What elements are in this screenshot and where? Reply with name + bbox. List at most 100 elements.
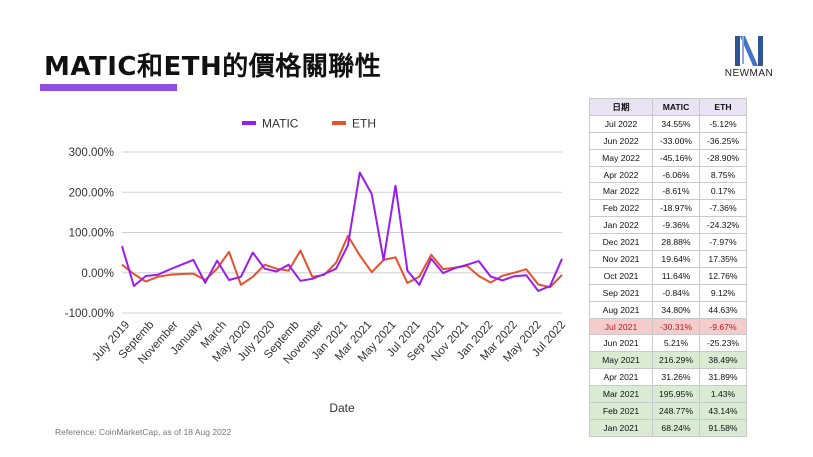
cell-matic: 5.21%: [652, 334, 700, 353]
header-eth: ETH: [699, 98, 747, 116]
cell-eth: 17.35%: [699, 250, 747, 268]
cell-eth: 1.43%: [699, 385, 747, 404]
table-row: Jul 2021 -30.31% -9.67%: [589, 317, 747, 336]
cell-period: Jul 2021: [589, 317, 653, 336]
correlation-line-chart: 300.00% 200.00% 100.00% 0.00% -100.00% July …: [65, 117, 568, 416]
table-row: Feb 2021 248.77% 43.14%: [589, 402, 747, 420]
cell-matic: -6.06%: [652, 165, 700, 184]
series-line-matic: [121, 171, 563, 292]
cell-matic: -9.36%: [652, 216, 700, 235]
y-tick-label: 100.00%: [69, 228, 114, 240]
chart-legend: MATIC ETH: [242, 117, 376, 131]
cell-matic: 248.77%: [652, 402, 700, 420]
table-row: Jun 2021 5.21% -25.23%: [589, 334, 747, 353]
x-axis-label: Date: [329, 401, 355, 415]
title-underline: [40, 84, 177, 91]
cell-matic: 31.26%: [652, 368, 700, 387]
cell-matic: -0.84%: [652, 283, 700, 302]
cell-period: Sep 2021: [589, 283, 653, 302]
header-date: 日期: [589, 98, 653, 116]
cell-matic: -33.00%: [652, 131, 700, 150]
cell-period: Jul 2022: [589, 114, 653, 133]
legend-label-matic: MATIC: [262, 117, 299, 131]
cell-eth: -5.12%: [699, 114, 747, 133]
cell-period: Dec 2021: [589, 233, 653, 252]
table-row: Oct 2021 11.64% 12.76%: [589, 266, 747, 285]
legend-swatch-matic: [242, 121, 256, 125]
table-row: Jan 2021 68.24% 91.58%: [589, 418, 747, 437]
table-row: Mar 2021 195.95% 1.43%: [589, 385, 747, 404]
cell-eth: 9.12%: [699, 283, 747, 302]
table-row: Sep 2021 -0.84% 9.12%: [589, 283, 747, 302]
cell-eth: 8.75%: [699, 165, 747, 184]
y-axis-tick-labels: 300.00% 200.00% 100.00% 0.00% -100.00%: [65, 147, 114, 320]
header-matic: MATIC: [652, 98, 700, 116]
legend-label-eth: ETH: [352, 117, 376, 131]
cell-eth: -7.97%: [699, 233, 747, 252]
cell-matic: 34.80%: [652, 300, 700, 319]
cell-matic: 68.24%: [652, 418, 700, 437]
monthly-returns-table: 日期 MATIC ETH Jul 2022 34.55% -5.12% Jun 202…: [589, 98, 747, 437]
cell-eth: 44.63%: [699, 300, 747, 319]
table-row: Apr 2022 -6.06% 8.75%: [589, 165, 747, 184]
cell-period: Mar 2021: [589, 385, 653, 404]
table-row: Mar 2022 -8.61% 0.17%: [589, 182, 747, 201]
cell-period: Jan 2021: [589, 418, 653, 437]
newman-logo: NEWMAN: [718, 34, 780, 84]
cell-matic: 34.55%: [652, 114, 700, 133]
series-line-eth: [121, 234, 563, 289]
cell-matic: 195.95%: [652, 385, 700, 404]
cell-eth: 38.49%: [699, 351, 747, 370]
cell-matic: 28.88%: [652, 233, 700, 252]
cell-period: May 2021: [589, 351, 653, 370]
reference-note: Reference: CoinMarketCap, as of 18 Aug 2…: [55, 427, 232, 437]
cell-period: Jun 2022: [589, 131, 653, 150]
cell-period: Jun 2021: [589, 334, 653, 353]
cell-period: Apr 2021: [589, 368, 653, 387]
y-tick-label: 200.00%: [69, 187, 114, 199]
table-row: May 2022 -45.16% -28.90%: [589, 148, 747, 167]
y-tick-label: 0.00%: [81, 268, 114, 280]
cell-matic: 19.64%: [652, 250, 700, 268]
table-row: Jan 2022 -9.36% -24.32%: [589, 216, 747, 235]
table-row: Nov 2021 19.64% 17.35%: [589, 250, 747, 268]
table-row: Feb 2022 -18.97% -7.36%: [589, 199, 747, 218]
cell-eth: -24.32%: [699, 216, 747, 235]
table-row: Jun 2022 -33.00% -36.25%: [589, 131, 747, 150]
cell-period: Jan 2022: [589, 216, 653, 235]
cell-period: Nov 2021: [589, 250, 653, 268]
cell-period: Apr 2022: [589, 165, 653, 184]
cell-eth: -7.36%: [699, 199, 747, 218]
newman-logo-icon: [735, 36, 763, 66]
page-title: MATIC和ETH的價格關聯性: [44, 52, 382, 82]
cell-matic: 11.64%: [652, 266, 700, 285]
cell-eth: -9.67%: [699, 317, 747, 336]
cell-period: Oct 2021: [589, 266, 653, 285]
table-row: Apr 2021 31.26% 31.89%: [589, 368, 747, 387]
cell-eth: 0.17%: [699, 182, 747, 201]
table-header-row: 日期 MATIC ETH: [589, 98, 747, 116]
cell-eth: -25.23%: [699, 334, 747, 353]
cell-period: Feb 2022: [589, 199, 653, 218]
cell-period: Aug 2021: [589, 300, 653, 319]
gridlines: [122, 151, 562, 314]
table-row: Dec 2021 28.88% -7.97%: [589, 233, 747, 252]
cell-eth: 12.76%: [699, 266, 747, 285]
cell-period: Mar 2022: [589, 182, 653, 201]
legend-swatch-eth: [332, 121, 346, 125]
cell-period: May 2022: [589, 148, 653, 167]
cell-matic: -45.16%: [652, 148, 700, 167]
cell-eth: -28.90%: [699, 148, 747, 167]
y-tick-label: 300.00%: [69, 147, 114, 159]
cell-period: Feb 2021: [589, 402, 653, 420]
table-row: Jul 2022 34.55% -5.12%: [589, 114, 747, 133]
cell-eth: 91.58%: [699, 418, 747, 437]
cell-matic: 216.29%: [652, 351, 700, 370]
y-tick-label: -100.00%: [65, 308, 114, 320]
cell-matic: -30.31%: [652, 317, 700, 336]
table-row: May 2021 216.29% 38.49%: [589, 351, 747, 370]
x-axis-tick-labels: July 2019SeptembNovemberJanuaryMarchMay …: [90, 319, 568, 367]
cell-matic: -8.61%: [652, 182, 700, 201]
cell-matic: -18.97%: [652, 199, 700, 218]
cell-eth: 43.14%: [699, 402, 747, 420]
